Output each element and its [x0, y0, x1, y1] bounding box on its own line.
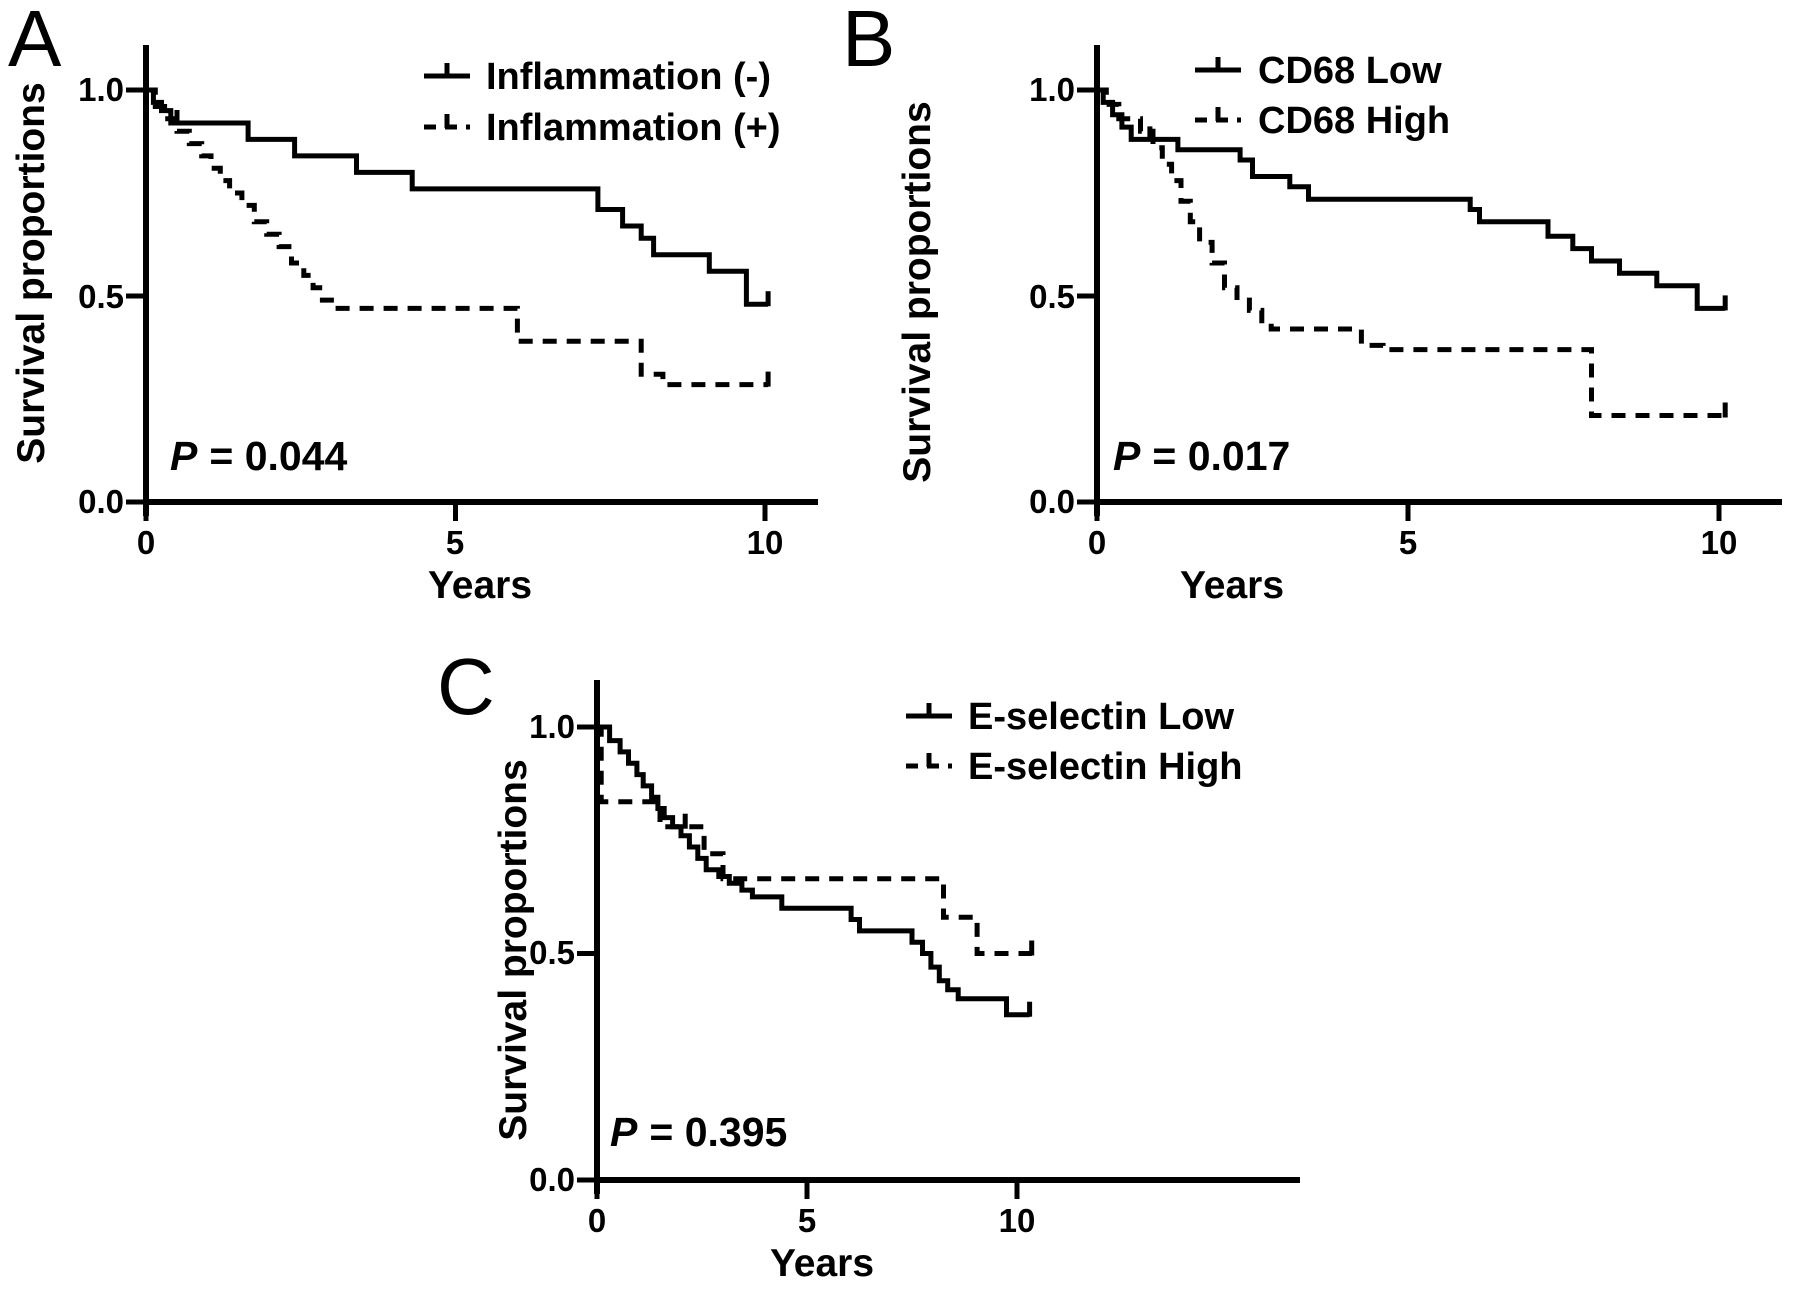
panel-C-letter: C — [437, 642, 495, 731]
panel-B-ytick-label-0.0: 0.0 — [1029, 483, 1075, 520]
panel-A-ytick-label-0.5: 0.5 — [78, 278, 124, 315]
panel-C-xtick-label-5: 5 — [798, 1202, 816, 1239]
panel-C-legend-label-1: E-selectin Low — [968, 696, 1234, 738]
panel-A-xtick-label-10: 10 — [747, 524, 784, 561]
panel-A-x-axis-title: Years — [428, 564, 532, 607]
p-symbol: P — [610, 1109, 638, 1155]
panel-A-xtick-label-0: 0 — [137, 524, 155, 561]
p-rest: = 0.017 — [1152, 433, 1290, 479]
panel-C-legend-label-2: E-selectin High — [968, 746, 1243, 788]
p-rest: = 0.395 — [649, 1109, 787, 1155]
panel-C-ytick-label-1.0: 1.0 — [529, 708, 575, 745]
panel-B-legend-label-1: CD68 Low — [1258, 50, 1442, 92]
panel-C-ytick-label-0.5: 0.5 — [529, 934, 575, 971]
panel-A-xtick-label-5: 5 — [446, 524, 464, 561]
panel-A-curves — [146, 87, 771, 388]
panel-A-axes — [126, 45, 818, 521]
panel-C-y-axis-title: Survival proportions — [492, 759, 535, 1140]
panel-B-legend: CD68 Low CD68 High — [1195, 50, 1450, 142]
panel-C-series-1-curve — [597, 724, 1032, 956]
p-symbol: P — [1113, 433, 1141, 479]
panel-A-p-value: P = 0.044 — [170, 433, 347, 479]
panel-B-y-axis-title: Survival proportions — [896, 101, 939, 482]
panel-B-series-1-curve — [1097, 87, 1726, 418]
panel-C-curves — [597, 724, 1035, 1018]
panel-A: A Survival proportions Years 1.0 0.5 0.0… — [8, 0, 818, 607]
p-rest: = 0.044 — [209, 433, 347, 479]
panel-A-ytick-label-1.0: 1.0 — [78, 71, 124, 108]
panel-B-letter: B — [842, 0, 895, 83]
panel-A-y-axis-title: Survival proportions — [10, 82, 53, 463]
panel-C-series-0-curve — [597, 724, 1030, 1018]
panel-A-legend: Inflammation (-) Inflammation (+) — [424, 56, 781, 149]
panel-A-series-1-curve — [146, 87, 769, 388]
panel-C-x-axis-title: Years — [770, 1242, 874, 1285]
panel-B-p-value: P = 0.017 — [1113, 433, 1290, 479]
panel-A-series-0-curve — [146, 87, 769, 307]
panel-B-xtick-label-5: 5 — [1399, 524, 1417, 561]
panel-B-axes — [1077, 45, 1782, 521]
panel-C: C Survival proportions Years 1.0 0.5 0.0… — [437, 642, 1300, 1285]
panel-B-xtick-label-0: 0 — [1088, 524, 1106, 561]
panel-B-ytick-label-1.0: 1.0 — [1029, 71, 1075, 108]
panel-A-legend-label-1: Inflammation (-) — [486, 56, 771, 98]
panel-C-p-value: P = 0.395 — [610, 1109, 787, 1155]
panel-C-legend: E-selectin Low E-selectin High — [906, 696, 1243, 788]
panel-C-axes — [577, 680, 1300, 1199]
panel-A-ytick-label-0.0: 0.0 — [78, 483, 124, 520]
panel-B-curves — [1097, 87, 1728, 418]
panel-C-xtick-label-0: 0 — [588, 1202, 606, 1239]
panel-C-ytick-label-0.0: 0.0 — [529, 1161, 575, 1198]
panel-B-series-0-curve — [1097, 87, 1726, 311]
panel-B: B Survival proportions Years 1.0 0.5 0.0… — [842, 0, 1782, 607]
panel-A-legend-label-2: Inflammation (+) — [486, 107, 781, 149]
p-symbol: P — [170, 433, 198, 479]
panel-B-xtick-label-10: 10 — [1701, 524, 1738, 561]
panel-B-x-axis-title: Years — [1180, 564, 1284, 607]
panel-B-legend-label-2: CD68 High — [1258, 100, 1450, 142]
panel-B-ytick-label-0.5: 0.5 — [1029, 278, 1075, 315]
panel-C-xtick-label-10: 10 — [999, 1202, 1036, 1239]
panel-A-letter: A — [8, 0, 62, 83]
